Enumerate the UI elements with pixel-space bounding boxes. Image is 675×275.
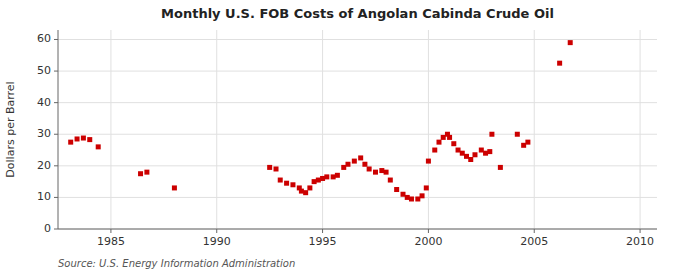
point	[367, 166, 372, 171]
point	[267, 165, 272, 170]
point	[472, 152, 477, 157]
y-tick	[54, 39, 58, 40]
x-tick	[322, 229, 323, 233]
point	[487, 149, 492, 154]
y-grid-line	[58, 165, 657, 166]
y-axis-line	[58, 30, 59, 229]
point	[432, 148, 437, 153]
point	[278, 178, 283, 183]
y-grid-line	[58, 102, 657, 103]
x-grid-line	[110, 30, 111, 229]
point	[274, 166, 279, 171]
point	[424, 185, 429, 190]
x-tick-label: 2000	[414, 235, 442, 248]
point	[362, 162, 367, 167]
point	[352, 159, 357, 164]
point	[96, 144, 101, 149]
y-tick	[54, 102, 58, 103]
point	[81, 136, 86, 141]
point	[384, 170, 389, 175]
point	[420, 193, 425, 198]
y-tick	[54, 229, 58, 230]
x-grid-line	[216, 30, 217, 229]
point	[172, 185, 177, 190]
grid	[58, 30, 657, 229]
x-grid-line	[640, 30, 641, 229]
x-tick-label: 1995	[309, 235, 337, 248]
y-tick-label: 30	[37, 127, 51, 140]
y-tick	[54, 71, 58, 72]
point	[498, 165, 503, 170]
x-tick-label: 1985	[97, 235, 125, 248]
point	[489, 132, 494, 137]
y-tick-label: 10	[37, 190, 51, 203]
y-tick	[54, 134, 58, 135]
point	[284, 181, 289, 186]
y-grid-line	[58, 39, 657, 40]
point	[515, 132, 520, 137]
point	[568, 40, 573, 45]
point	[358, 155, 363, 160]
point	[307, 185, 312, 190]
x-tick	[640, 229, 641, 233]
y-tick-label: 60	[37, 32, 51, 45]
y-tick-label: 40	[37, 96, 51, 109]
point	[447, 135, 452, 140]
point	[436, 140, 441, 145]
x-tick-label: 2010	[626, 235, 654, 248]
x-grid-line	[534, 30, 535, 229]
point	[468, 157, 473, 162]
point	[426, 159, 431, 164]
point	[75, 136, 80, 141]
y-grid-line	[58, 197, 657, 198]
y-tick-label: 0	[44, 222, 51, 235]
x-tick-label: 2005	[520, 235, 548, 248]
point	[324, 174, 329, 179]
y-axis-label: Dollars per Barrel	[4, 81, 17, 177]
point	[68, 140, 73, 145]
point	[525, 140, 530, 145]
x-axis-line	[58, 229, 657, 230]
x-grid-line	[428, 30, 429, 229]
x-tick	[216, 229, 217, 233]
x-tick	[110, 229, 111, 233]
y-tick	[54, 165, 58, 166]
points	[68, 40, 573, 201]
point	[335, 173, 340, 178]
point	[388, 178, 393, 183]
y-grid-line	[58, 229, 657, 230]
point	[394, 187, 399, 192]
point	[290, 182, 295, 187]
chart: 0 10 20 30 40 50 60 1985 1990 1995 2000 2005 2010 Mon…	[0, 0, 675, 275]
x-grid-line	[322, 30, 323, 229]
y-grid-line	[58, 134, 657, 135]
y-grid-line	[58, 71, 657, 72]
point	[138, 171, 143, 176]
x-tick-label: 1990	[203, 235, 231, 248]
title: Monthly U.S. FOB Costs of Angolan Cabind…	[161, 6, 554, 21]
y-tick	[54, 197, 58, 198]
annotation: Source: U.S. Energy Information Administ…	[58, 258, 295, 269]
y-tick-label: 50	[37, 64, 51, 77]
point	[144, 170, 149, 175]
point	[451, 141, 456, 146]
point	[303, 190, 308, 195]
x-tick	[428, 229, 429, 233]
point	[557, 61, 562, 66]
point	[87, 137, 92, 142]
point	[409, 196, 414, 201]
x-tick	[534, 229, 535, 233]
point	[373, 170, 378, 175]
y-tick-label: 20	[37, 159, 51, 172]
point	[345, 162, 350, 167]
